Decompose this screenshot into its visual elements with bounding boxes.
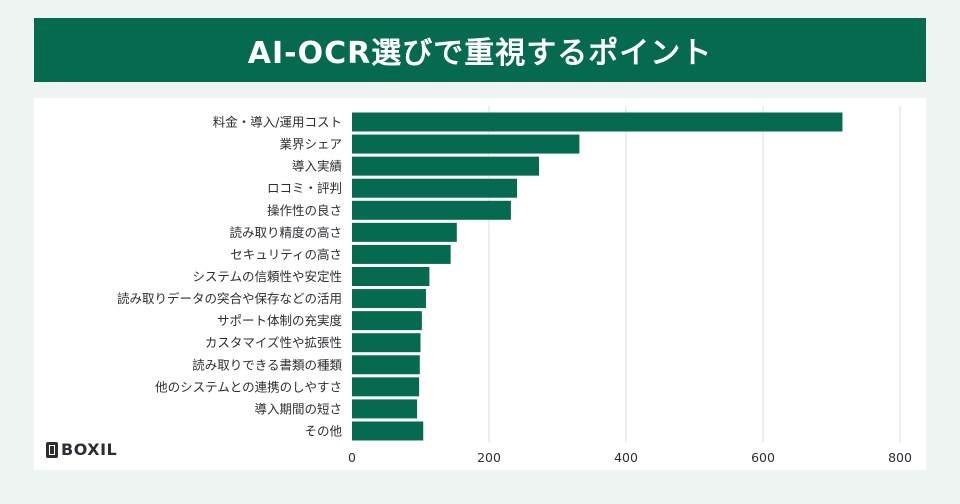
bar (352, 421, 424, 441)
x-tick-label: 0 (348, 450, 356, 465)
category-label: 導入期間の短さ (254, 401, 342, 416)
bar (352, 200, 511, 220)
bar (352, 311, 422, 331)
x-tick-label: 400 (614, 450, 638, 465)
bar (352, 266, 430, 286)
category-label: 料金・導入/運用コスト (213, 115, 342, 130)
bar (352, 399, 418, 419)
bar (352, 134, 580, 154)
boxil-logo-icon (46, 441, 58, 458)
category-label: 他のシステムとの連携のしやすさ (155, 379, 342, 394)
bar (352, 178, 518, 198)
bar (352, 222, 457, 242)
category-label: サポート体制の充実度 (217, 313, 343, 328)
x-tick-label: 600 (751, 450, 775, 465)
chart-title: AI-OCR選びで重視するポイント (247, 36, 713, 71)
category-label: セキュリティの高さ (230, 247, 342, 262)
bar (352, 333, 421, 353)
x-tick-label: 200 (477, 450, 501, 465)
category-label: その他 (304, 423, 342, 438)
title-bar: AI-OCR選びで重視するポイント (34, 18, 926, 82)
category-label: 導入実績 (292, 159, 342, 174)
bar (352, 244, 451, 264)
category-label: カスタマイズ性や拡張性 (205, 335, 342, 350)
category-label: 読み取りデータの突合や保存などの活用 (117, 291, 342, 306)
bar (352, 377, 420, 397)
x-tick-label: 800 (888, 450, 912, 465)
category-label: システムの信頼性や安定性 (192, 269, 342, 284)
bar (352, 355, 420, 375)
category-label: 読み取りできる書類の種類 (192, 357, 342, 372)
category-label: 業界シェア (279, 137, 342, 152)
category-label: 読み取り精度の高さ (229, 225, 342, 240)
bar (352, 156, 540, 176)
bar-chart: 料金・導入/運用コスト業界シェア導入実績ロコミ・評判操作性の良さ読み取り精度の高… (117, 106, 912, 465)
category-label: ロコミ・評判 (267, 181, 342, 196)
category-label: 操作性の良さ (267, 203, 342, 218)
bar (352, 112, 843, 132)
bar (352, 289, 426, 309)
boxil-logo-text: BOXIL (61, 440, 118, 459)
boxil-logo: BOXIL (46, 440, 117, 459)
